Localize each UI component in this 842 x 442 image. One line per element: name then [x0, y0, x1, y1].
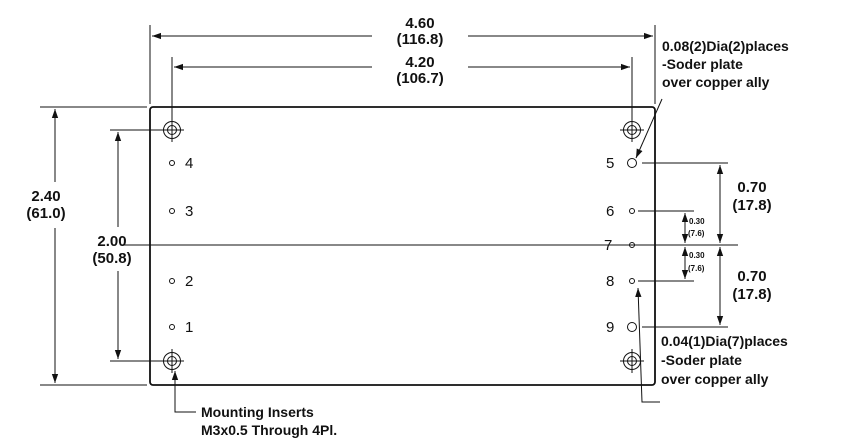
mounting-insert-top-left — [160, 118, 184, 142]
module-outline — [149, 106, 656, 386]
dim-pin-spacing-small-bottom-mm: (7.6) — [688, 264, 705, 273]
leader-large-pins — [635, 98, 663, 159]
pin-label-3: 3 — [185, 203, 193, 220]
mounting-insert-top-right — [620, 118, 644, 142]
note-large-pins-line2: -Soder plate — [662, 56, 743, 72]
pin-1 — [169, 324, 175, 330]
pin-5 — [627, 158, 637, 168]
dim-overall-height-in: 2.40 — [31, 188, 60, 205]
dim-pin-spacing-small — [638, 210, 694, 282]
dim-hole-spacing-width — [171, 57, 633, 118]
dim-pin-spacing-large-top-mm: (17.8) — [732, 197, 771, 214]
pin-8 — [629, 278, 635, 284]
dim-pin-spacing-small-top-mm: (7.6) — [688, 229, 705, 238]
dim-overall-height-mm: (61.0) — [26, 205, 65, 222]
pin-label-9: 9 — [606, 319, 614, 336]
note-small-pins-line3: over copper ally — [661, 371, 769, 387]
dim-hole-spacing-width-mm: (106.7) — [396, 70, 444, 87]
note-small-pins-line2: -Soder plate — [661, 352, 742, 368]
note-small-pins-line1: 0.04(1)Dia(7)places — [661, 333, 788, 349]
note-large-pins-line3: over copper ally — [662, 74, 770, 90]
dim-overall-height — [40, 106, 147, 386]
dim-hole-spacing-width-in: 4.20 — [405, 54, 434, 71]
pin-7 — [629, 242, 635, 248]
note-mounting-line1: Mounting Inserts — [201, 404, 314, 420]
dim-pin-spacing-small-bottom-in: 0.30 — [689, 251, 705, 260]
pin-label-6: 6 — [606, 203, 614, 220]
pin-label-2: 2 — [185, 273, 193, 290]
dim-overall-width-in: 4.60 — [405, 15, 434, 32]
pin-9 — [627, 322, 637, 332]
dim-pin-spacing-small-top-in: 0.30 — [689, 217, 705, 226]
pin-label-5: 5 — [606, 155, 614, 172]
pin-label-1: 1 — [185, 319, 193, 336]
mounting-insert-bottom-left — [160, 349, 184, 373]
dim-overall-width-mm: (116.8) — [397, 31, 444, 48]
pin-2 — [169, 278, 175, 284]
dim-hole-spacing-height-in: 2.00 — [97, 233, 126, 250]
pin-6 — [629, 208, 635, 214]
pin-label-7: 7 — [604, 237, 612, 254]
dim-pin-spacing-large-bottom-in: 0.70 — [737, 268, 766, 285]
dim-pin-spacing-large-bottom-mm: (17.8) — [732, 286, 771, 303]
dim-pin-spacing-large-top-in: 0.70 — [737, 179, 766, 196]
leader-mounting — [171, 371, 196, 413]
pin-label-4: 4 — [185, 155, 193, 172]
dim-hole-spacing-height — [110, 129, 161, 362]
note-large-pins-line1: 0.08(2)Dia(2)places — [662, 38, 789, 54]
pin-4 — [169, 160, 175, 166]
pin-label-8: 8 — [606, 273, 614, 290]
leader-small-pins — [635, 287, 660, 403]
note-mounting-line2: M3x0.5 Through 4Pl. — [201, 422, 337, 438]
dim-overall-width — [149, 25, 656, 104]
dim-hole-spacing-height-mm: (50.8) — [92, 250, 131, 267]
pin-3 — [169, 208, 175, 214]
dim-pin-spacing-large — [642, 162, 728, 328]
